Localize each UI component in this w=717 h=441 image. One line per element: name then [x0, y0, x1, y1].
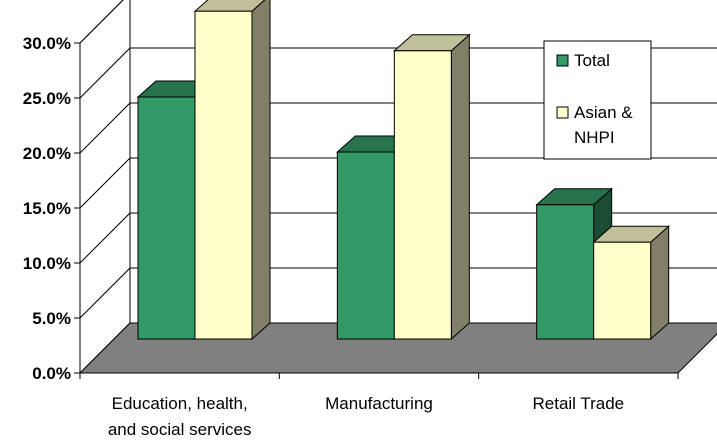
legend-label-line: NHPI [574, 128, 615, 147]
y-tick-label: 0.0% [32, 364, 71, 383]
legend-item: Asian & NHPI [556, 103, 633, 147]
bars [136, 0, 670, 341]
legend-label-line: Total [574, 51, 610, 70]
bar [592, 225, 670, 341]
bar-front [536, 204, 595, 340]
gridline [79, 157, 717, 209]
legend-label: Asian & NHPI [574, 103, 633, 147]
legend-label: Total [574, 51, 610, 70]
y-tick-label: 15.0% [23, 199, 71, 218]
x-tick-label: Retail Trade [532, 394, 624, 413]
bar-front [336, 151, 395, 340]
bar-front [393, 50, 452, 340]
y-tick-label: 25.0% [23, 89, 71, 108]
gridline [79, 212, 717, 264]
x-tick-label-line: and social services [108, 420, 252, 439]
y-tick-label: 20.0% [23, 144, 71, 163]
gridline [79, 47, 717, 99]
bar-front [137, 96, 196, 340]
bar-front [593, 241, 652, 340]
x-tick-label-line: Education, health, [112, 394, 248, 413]
axes [74, 42, 679, 379]
legend-swatch [556, 106, 569, 119]
bar-side [450, 33, 470, 341]
legend: Total Asian & NHPI [543, 40, 652, 160]
y-tick-label: 5.0% [32, 309, 71, 328]
bar [393, 33, 471, 341]
bar [193, 0, 271, 341]
y-tick-label: 10.0% [23, 254, 71, 273]
x-tick-label: Manufacturing [325, 394, 433, 413]
gridlines [79, 0, 717, 319]
x-tick-label: Education, health, and social services [108, 394, 252, 439]
legend-item: Total [556, 51, 610, 70]
bar-side [251, 0, 271, 341]
legend-swatch [556, 54, 569, 67]
x-tick-label-line: Retail Trade [532, 394, 624, 413]
y-tick-label: 30.0% [23, 34, 71, 53]
legend-label-line: Asian & [574, 103, 633, 122]
gridline [79, 102, 717, 154]
gridline [79, 0, 124, 44]
x-axis-labels: Education, health, and social services Man… [108, 394, 624, 439]
gridline [79, 267, 717, 319]
bar-side [650, 225, 670, 341]
bar [535, 187, 613, 341]
x-tick-label-line: Manufacturing [325, 394, 433, 413]
y-axis-ticks: 0.0% 5.0% 10.0% 15.0% 20.0% 25.0% 30.0% [23, 34, 71, 383]
bar-front [194, 10, 253, 340]
